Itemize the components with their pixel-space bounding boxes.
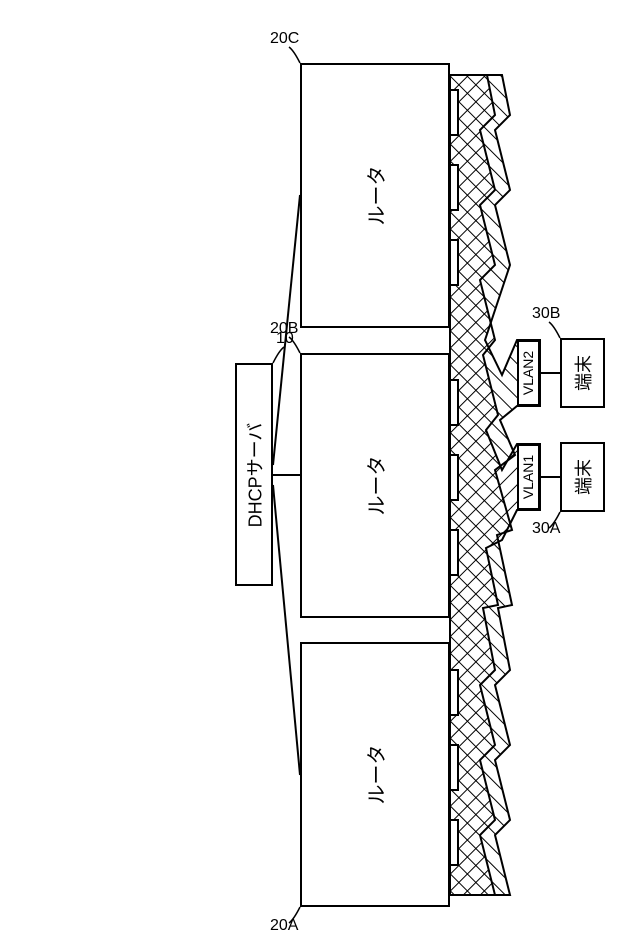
ref-30a: 30A bbox=[532, 520, 560, 538]
vlan1-box: VLAN1 bbox=[517, 444, 540, 510]
port-stub bbox=[450, 670, 458, 715]
terminal-a-box: 端末 bbox=[560, 442, 605, 512]
leader-10 bbox=[273, 347, 284, 363]
edge-dhcp-routera bbox=[273, 485, 300, 775]
ref-20c: 20C bbox=[270, 30, 299, 48]
router-b-box: ルータ bbox=[300, 353, 450, 618]
dhcp-server-label: DHCPサーバ bbox=[241, 422, 267, 527]
router-c-label: ルータ bbox=[361, 166, 390, 226]
port-stub bbox=[450, 90, 458, 135]
port-stub bbox=[450, 745, 458, 790]
port-stub bbox=[450, 530, 458, 575]
terminal-b-box: 端末 bbox=[560, 338, 605, 408]
ref-20a: 20A bbox=[270, 917, 298, 935]
vlan2-label: VLAN2 bbox=[521, 351, 537, 395]
ref-20b: 20B bbox=[270, 320, 298, 338]
router-c-box: ルータ bbox=[300, 63, 450, 328]
port-stub bbox=[450, 380, 458, 425]
terminal-a-label: 端末 bbox=[570, 459, 596, 495]
port-stub bbox=[450, 820, 458, 865]
vlan1-label: VLAN1 bbox=[521, 455, 537, 499]
router-b-label: ルータ bbox=[361, 456, 390, 516]
router-a-box: ルータ bbox=[300, 642, 450, 907]
leader-20c bbox=[289, 47, 300, 63]
port-stub bbox=[450, 455, 458, 500]
dhcp-server-box: DHCPサーバ bbox=[235, 363, 273, 586]
leader-30b bbox=[549, 322, 560, 338]
vlan2-box: VLAN2 bbox=[517, 340, 540, 406]
router-a-label: ルータ bbox=[361, 745, 390, 805]
port-stub bbox=[450, 165, 458, 210]
port-stub bbox=[450, 240, 458, 285]
ref-30b: 30B bbox=[532, 305, 560, 323]
terminal-b-label: 端末 bbox=[570, 355, 596, 391]
